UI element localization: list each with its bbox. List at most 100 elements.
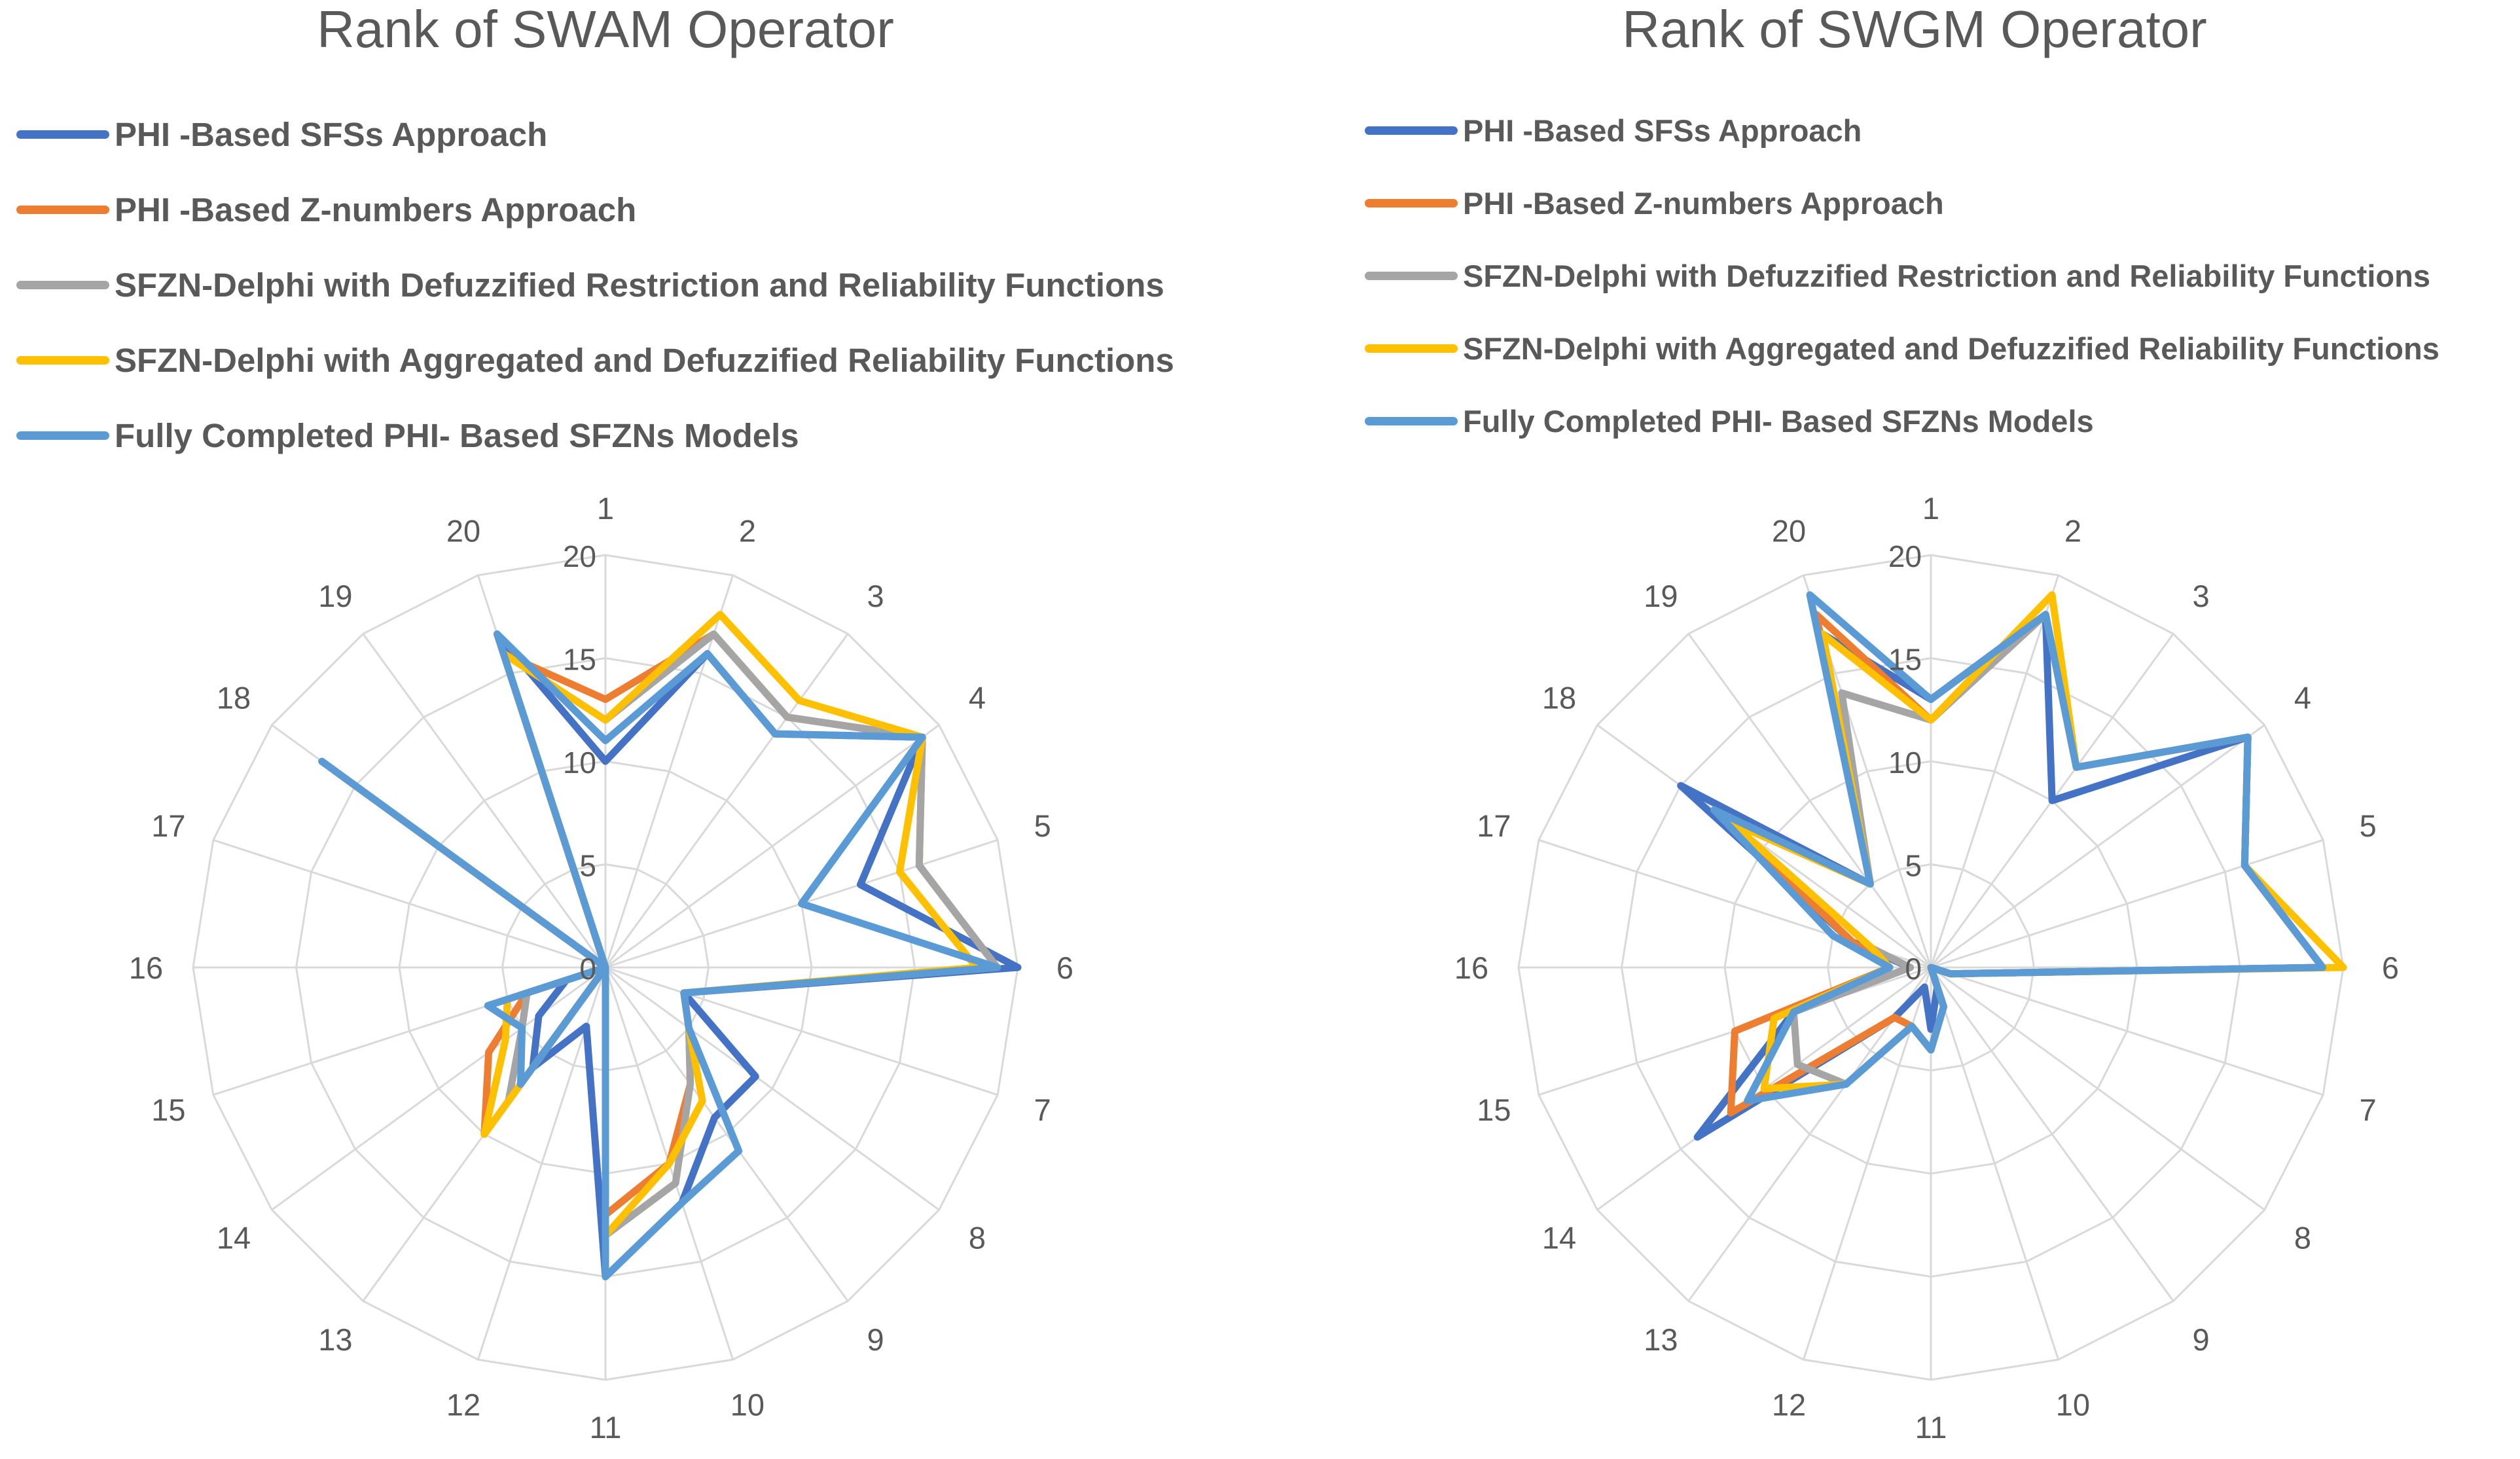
legend-item-sfss: PHI -Based SFSs Approach [16, 115, 547, 154]
category-label: 7 [2360, 1092, 2377, 1127]
grid-spoke [1930, 966, 2265, 1211]
swam-chart-panel: Rank of SWAM Operator PHI -Based SFSs Ap… [16, 0, 1227, 1445]
legend-label: Fully Completed PHI- Based SFZNs Models [1463, 404, 2094, 439]
category-label: 5 [2360, 808, 2377, 843]
category-label: 16 [1454, 950, 1488, 985]
radar-series-line [1727, 611, 2326, 1088]
grid-spoke [604, 967, 849, 1302]
grid-spoke [362, 633, 607, 968]
grid-spoke [1930, 575, 2060, 968]
legend-swatch-znumbers [1365, 199, 1458, 207]
radial-tick-label: 15 [1888, 643, 1922, 677]
radial-tick-label: 0 [1905, 952, 1922, 986]
radial-tick-label: 20 [1888, 539, 1922, 573]
grid-spoke [1930, 724, 2265, 969]
category-label: 16 [129, 950, 163, 985]
category-label: 12 [1772, 1388, 1806, 1422]
grid-spoke [1930, 967, 2060, 1360]
grid-spoke [1596, 724, 1932, 969]
legend-swatch-sfss [16, 130, 109, 139]
legend-swatch-znumbers [16, 205, 109, 214]
legend-item-restriction: SFZN-Delphi with Defuzzified Restriction… [1365, 258, 2430, 294]
category-label: 1 [597, 491, 614, 526]
legend-item-restriction: SFZN-Delphi with Defuzzified Restriction… [16, 265, 1164, 304]
grid-spoke [271, 966, 606, 1211]
radar-series-line [1710, 591, 2326, 1105]
category-label: 2 [2064, 513, 2081, 548]
legend-label: PHI -Based Z-numbers Approach [1463, 186, 1944, 221]
category-label: 20 [446, 513, 480, 548]
category-label: 6 [1056, 950, 1073, 985]
category-label: 14 [1542, 1221, 1576, 1255]
category-label: 8 [969, 1221, 986, 1255]
legend-swatch-aggregated [16, 355, 109, 365]
category-label: 9 [867, 1322, 884, 1357]
legend-item-znumbers: PHI -Based Z-numbers Approach [16, 190, 636, 229]
grid-spoke [604, 575, 734, 968]
legend-swatch-restriction [1365, 272, 1458, 280]
category-label: 15 [151, 1092, 185, 1127]
legend-item-aggregated: SFZN-Delphi with Aggregated and Defuzzif… [1365, 331, 2439, 367]
category-label: 6 [2382, 950, 2399, 985]
chart-title: Rank of SWGM Operator [1622, 0, 2207, 58]
legend-item-fully-completed: Fully Completed PHI- Based SFZNs Models [1365, 403, 2094, 439]
grid-spoke [1930, 966, 2324, 1096]
radial-tick-label: 15 [563, 643, 596, 677]
category-label: 1 [1922, 491, 1939, 526]
legend-label: SFZN-Delphi with Defuzzified Restriction… [1463, 259, 2430, 293]
legend-item-aggregated: SFZN-Delphi with Aggregated and Defuzzif… [16, 340, 1174, 380]
radial-axis-ticks: 0 5 10 15 20 [563, 539, 596, 986]
grid-spoke [605, 724, 940, 969]
radial-tick-label: 20 [563, 539, 596, 573]
category-label: 13 [318, 1322, 352, 1357]
category-label: 3 [867, 579, 884, 613]
radial-tick-label: 5 [1905, 849, 1922, 883]
category-label: 18 [217, 680, 251, 715]
legend-swatch-sfss [1365, 126, 1458, 135]
legend-label: PHI -Based Z-numbers Approach [115, 190, 637, 228]
category-label: 2 [739, 513, 756, 548]
chart-title: Rank of SWAM Operator [317, 0, 894, 58]
category-label: 4 [2294, 680, 2311, 715]
category-label: 17 [151, 808, 185, 843]
grid-spoke [604, 633, 849, 968]
legend-label: Fully Completed PHI- Based SFZNs Models [115, 416, 799, 454]
radar-series-group [1677, 591, 2347, 1141]
chart-legend: PHI -Based SFSs Approach PHI -Based Z-nu… [16, 115, 1227, 481]
grid-spoke [1687, 633, 1932, 968]
category-label: 3 [2193, 579, 2210, 613]
category-label: 11 [590, 1410, 622, 1445]
category-label: 19 [1644, 579, 1678, 613]
grid-spoke [1930, 967, 2174, 1302]
category-label: 17 [1477, 808, 1511, 843]
legend-swatch-aggregated [1365, 344, 1458, 353]
grid-spoke [213, 838, 606, 969]
legend-item-sfss: PHI -Based SFSs Approach [1365, 113, 1862, 149]
legend-swatch-restriction [16, 280, 109, 289]
category-label: 19 [318, 579, 352, 613]
radar-series-group [318, 611, 1022, 1280]
category-label: 11 [1915, 1410, 1947, 1445]
category-label: 12 [446, 1388, 480, 1422]
chart-legend: PHI -Based SFSs Approach PHI -Based Z-nu… [1365, 113, 2517, 453]
radial-tick-label: 0 [579, 952, 596, 986]
grid-spoke [605, 966, 940, 1211]
category-label: 15 [1477, 1092, 1511, 1127]
legend-label: SFZN-Delphi with Aggregated and Defuzzif… [1463, 331, 2439, 366]
category-label: 8 [2294, 1221, 2311, 1255]
legend-label: PHI -Based SFSs Approach [1463, 113, 1862, 148]
legend-item-fully-completed: Fully Completed PHI- Based SFZNs Models [16, 416, 799, 455]
radial-axis-ticks: 0 5 10 15 20 [1888, 539, 1922, 986]
radial-tick-label: 10 [563, 746, 596, 780]
category-label: 10 [730, 1388, 765, 1422]
grid-spoke [1930, 838, 2324, 969]
radar-series-line [318, 630, 1001, 1280]
grid-spoke [605, 966, 998, 1096]
category-label: 14 [217, 1221, 251, 1255]
legend-label: PHI -Based SFSs Approach [115, 115, 548, 153]
category-label: 7 [1034, 1092, 1051, 1127]
category-label: 9 [2193, 1322, 2210, 1357]
